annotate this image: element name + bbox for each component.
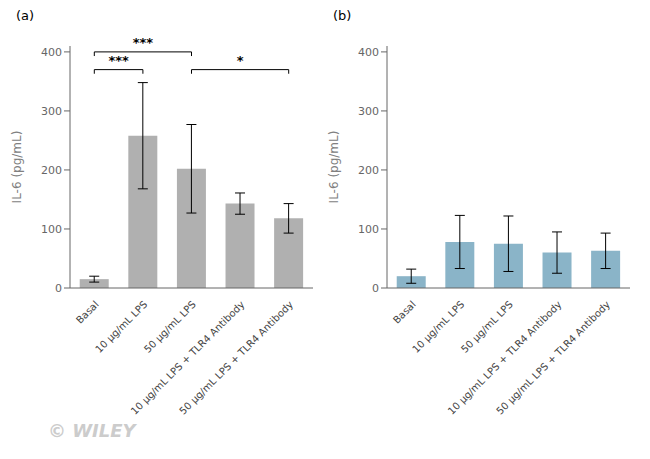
- svg-text:IL-6 (pg/mL): IL-6 (pg/mL): [10, 131, 24, 204]
- svg-text:10 μg/mL LPS: 10 μg/mL LPS: [410, 299, 466, 355]
- svg-text:300: 300: [41, 105, 62, 118]
- html-text:© WILEY: © WILEY: [48, 420, 136, 441]
- svg-text:50 μg/mL LPS + TLR4 Antibody: 50 μg/mL LPS + TLR4 Antibody: [177, 299, 295, 417]
- svg-text:0: 0: [55, 282, 62, 295]
- svg-text:200: 200: [41, 164, 62, 177]
- svg-text:10 μg/mL LPS + TLR4 Antibody: 10 μg/mL LPS + TLR4 Antibody: [445, 298, 564, 417]
- svg-text:50 μg/mL LPS + TLR4 Antibody: 50 μg/mL LPS + TLR4 Antibody: [494, 299, 612, 417]
- svg-text:10 μg/mL LPS: 10 μg/mL LPS: [93, 299, 149, 355]
- svg-text:200: 200: [358, 164, 379, 177]
- svg-text:400: 400: [358, 46, 379, 59]
- svg-text:*: *: [237, 53, 244, 68]
- svg-text:100: 100: [358, 223, 379, 236]
- svg-text:50 μg/mL LPS: 50 μg/mL LPS: [459, 299, 515, 355]
- html-text:(b): (b): [333, 8, 352, 23]
- svg-text:Basal: Basal: [391, 299, 418, 326]
- svg-text:50 μg/mL LPS: 50 μg/mL LPS: [142, 299, 198, 355]
- svg-text:0: 0: [372, 282, 379, 295]
- svg-text:400: 400: [41, 46, 62, 59]
- svg-text:IL-6 (pg/mL): IL-6 (pg/mL): [327, 131, 341, 204]
- svg-text:***: ***: [133, 35, 154, 50]
- svg-text:300: 300: [358, 105, 379, 118]
- svg-text:Basal: Basal: [74, 299, 101, 326]
- svg-text:100: 100: [41, 223, 62, 236]
- svg-text:10 μg/mL LPS + TLR4 Antibody: 10 μg/mL LPS + TLR4 Antibody: [128, 298, 247, 417]
- html-text:(a): (a): [16, 8, 35, 23]
- svg-text:***: ***: [108, 53, 129, 68]
